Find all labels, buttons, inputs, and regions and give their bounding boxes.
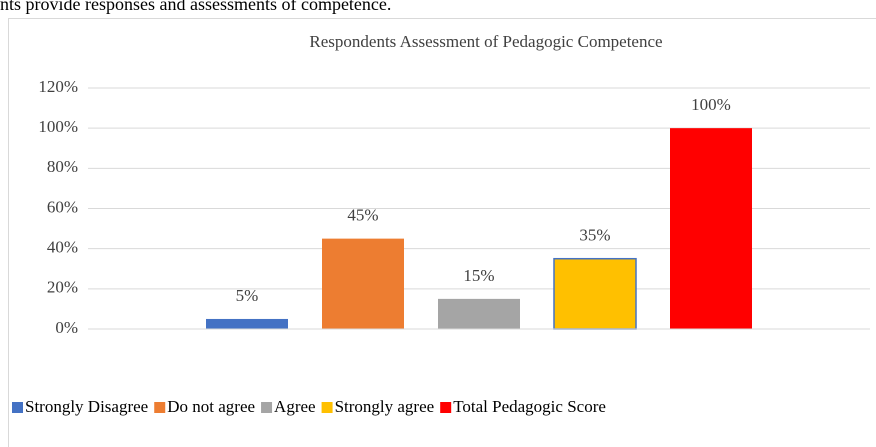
bar: [206, 318, 288, 329]
legend-swatch: [12, 402, 23, 413]
chart-title: Respondents Assessment of Pedagogic Comp…: [309, 32, 662, 51]
y-tick-label: 0%: [55, 318, 78, 337]
data-label: 5%: [236, 286, 259, 305]
legend-label: Do not agree: [167, 397, 255, 416]
data-label: 100%: [691, 95, 731, 114]
y-tick-label: 120%: [38, 77, 78, 96]
data-label: 35%: [579, 226, 610, 245]
legend-swatch: [261, 402, 273, 413]
legend-swatch: [321, 402, 333, 413]
bar: [670, 128, 752, 329]
y-tick-label: 60%: [47, 197, 78, 216]
caption: nts provide responses and assessments of…: [0, 0, 391, 14]
legend-label: Strongly Disagree: [25, 397, 148, 416]
y-tick-label: 40%: [47, 238, 78, 257]
data-label: 45%: [347, 206, 378, 225]
y-tick-label: 80%: [47, 157, 78, 176]
bar: [553, 257, 637, 330]
data-label: 15%: [463, 266, 494, 285]
legend-label: Total Pedagogic Score: [453, 397, 606, 416]
bar: [438, 298, 520, 329]
bar: [322, 238, 404, 329]
y-tick-label: 100%: [38, 117, 78, 136]
legend-swatch: [440, 402, 452, 413]
legend-label: Agree: [274, 397, 316, 416]
y-tick-label: 20%: [47, 278, 78, 297]
legend-label: Strongly agree: [335, 397, 435, 416]
legend-swatch: [154, 402, 166, 413]
